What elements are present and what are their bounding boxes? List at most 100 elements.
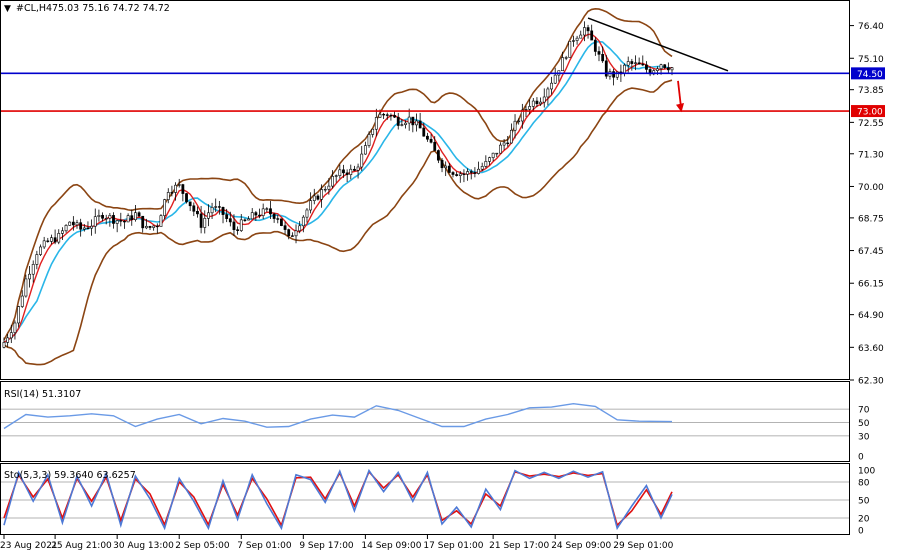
candle-body bbox=[502, 142, 506, 146]
price-tick-label: 66.15 bbox=[858, 280, 884, 290]
candle-body bbox=[345, 172, 349, 175]
candle-body bbox=[185, 193, 188, 203]
price-levels: 74.50 73.00 bbox=[0, 67, 885, 118]
candle-body bbox=[593, 39, 597, 52]
bearish-arrow-head-icon bbox=[676, 103, 684, 113]
candle-body bbox=[356, 166, 360, 171]
candle-body bbox=[221, 206, 225, 215]
candle-body bbox=[334, 175, 338, 177]
moving-average-slow-line bbox=[3, 40, 673, 344]
candle-body bbox=[20, 295, 24, 307]
candle-body bbox=[363, 145, 367, 155]
candle-body bbox=[455, 174, 459, 176]
candle-body bbox=[232, 221, 236, 230]
bollinger-lower-line bbox=[3, 79, 673, 366]
time-tick-label: 14 Sep 09:00 bbox=[361, 541, 421, 551]
time-tick-label: 7 Sep 01:00 bbox=[237, 541, 292, 551]
time-tick-label: 21 Sep 17:00 bbox=[489, 541, 549, 551]
candle-body bbox=[382, 113, 386, 116]
candle-body bbox=[28, 273, 31, 280]
candle-body bbox=[159, 215, 163, 227]
candle-body bbox=[64, 225, 68, 232]
candle-body bbox=[582, 27, 586, 36]
candle-body bbox=[531, 100, 535, 107]
candle-body bbox=[261, 208, 265, 216]
stochastic-tick-label: 100 bbox=[858, 467, 875, 477]
candle-body bbox=[130, 215, 134, 220]
candle-body bbox=[331, 176, 334, 187]
candlesticks bbox=[2, 21, 674, 349]
candle-body bbox=[192, 205, 196, 212]
candle-body bbox=[236, 229, 240, 231]
candle-body bbox=[550, 82, 553, 90]
stochastic-title: Sto(5,3,3) 59.3640 63.6257 bbox=[4, 470, 136, 481]
candle-body bbox=[61, 230, 64, 234]
candle-body bbox=[469, 171, 473, 173]
candle-body bbox=[407, 116, 411, 124]
candle-body bbox=[342, 169, 345, 174]
candle-body bbox=[400, 124, 404, 126]
candle-body bbox=[294, 230, 298, 237]
candle-body bbox=[396, 116, 400, 126]
candle-body bbox=[389, 114, 393, 117]
candle-body bbox=[645, 64, 648, 70]
candle-body bbox=[46, 240, 50, 242]
candle-body bbox=[378, 113, 382, 118]
candle-body bbox=[155, 225, 159, 228]
candle-body bbox=[458, 173, 462, 176]
time-tick-label: 17 Sep 01:00 bbox=[423, 541, 483, 551]
price-panel-frame bbox=[0, 0, 850, 380]
price-tick-label: 75.10 bbox=[858, 55, 884, 65]
candle-body bbox=[641, 63, 645, 66]
candle-body bbox=[283, 225, 287, 230]
candle-body bbox=[462, 173, 466, 175]
candle-body bbox=[250, 212, 254, 220]
candle-body bbox=[258, 214, 261, 217]
candle-body bbox=[659, 64, 663, 70]
candle-body bbox=[623, 64, 626, 74]
candle-body bbox=[24, 278, 28, 297]
candle-body bbox=[134, 212, 137, 220]
candle-body bbox=[181, 184, 185, 194]
price-tick-label: 62.30 bbox=[858, 377, 884, 387]
candle-body bbox=[199, 213, 203, 228]
price-level-tag bbox=[851, 105, 885, 118]
candle-body bbox=[509, 129, 513, 144]
stochastic-tick-label: 20 bbox=[858, 515, 870, 525]
candle-body bbox=[385, 114, 389, 116]
candle-body bbox=[447, 165, 451, 173]
candle-body bbox=[568, 41, 572, 58]
candle-body bbox=[579, 34, 583, 39]
time-tick-label: 23 Aug 2021 bbox=[0, 541, 58, 551]
candle-body bbox=[214, 206, 218, 208]
candle-body bbox=[655, 68, 659, 71]
candle-body bbox=[312, 195, 316, 201]
price-tick-label: 68.75 bbox=[858, 214, 884, 224]
rsi-tick-label: 30 bbox=[858, 432, 870, 442]
candle-body bbox=[170, 192, 174, 194]
candle-body bbox=[404, 122, 407, 125]
candle-body bbox=[298, 225, 302, 232]
candle-body bbox=[309, 200, 313, 211]
candle-body bbox=[112, 215, 115, 224]
moving-averages bbox=[3, 33, 673, 344]
candle-body bbox=[305, 209, 309, 218]
candle-body bbox=[42, 240, 46, 248]
candle-body bbox=[123, 220, 126, 223]
time-tick-label: 24 Sep 09:00 bbox=[551, 541, 611, 551]
candle-body bbox=[265, 208, 269, 210]
candle-body bbox=[546, 88, 550, 98]
candle-body bbox=[203, 218, 207, 228]
candle-body bbox=[480, 166, 484, 170]
stochastic-tick-label: 80 bbox=[858, 479, 870, 489]
candle-body bbox=[126, 215, 130, 223]
price-tick-label: 72.55 bbox=[858, 119, 884, 129]
candle-body bbox=[426, 135, 429, 140]
time-tick-label: 30 Aug 13:00 bbox=[113, 541, 174, 551]
candle-body bbox=[276, 218, 280, 220]
candle-body bbox=[604, 60, 608, 77]
candle-body bbox=[590, 30, 594, 41]
menu-arrow-icon[interactable]: ▼ bbox=[4, 4, 11, 14]
candle-body bbox=[411, 116, 415, 126]
candle-body bbox=[79, 222, 83, 230]
